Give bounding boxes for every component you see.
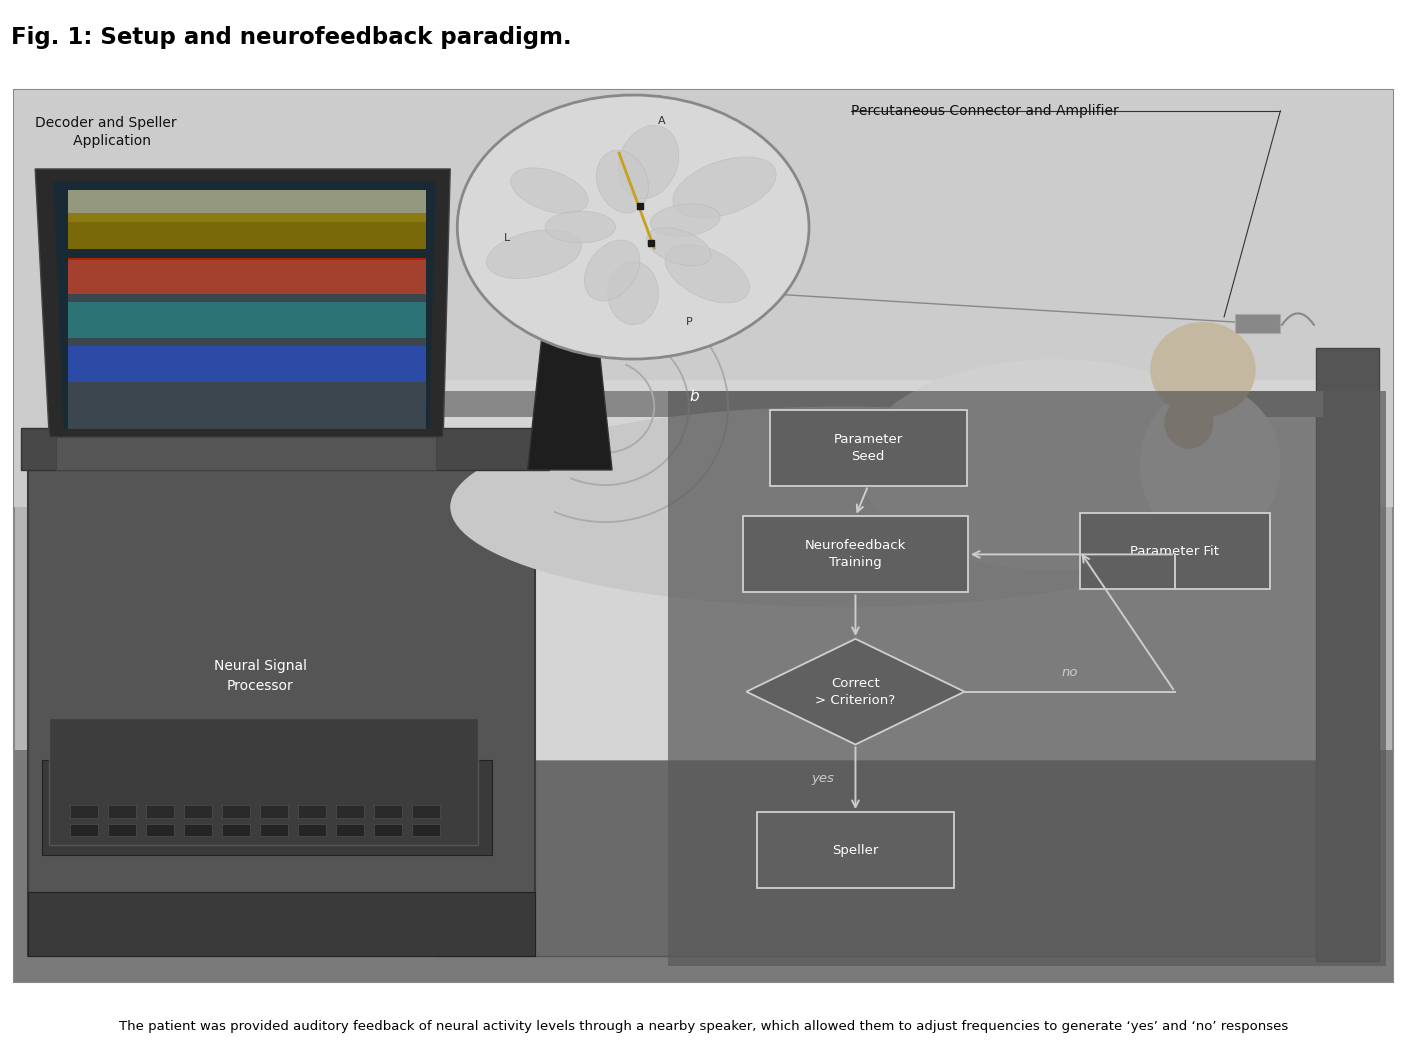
FancyBboxPatch shape	[412, 824, 440, 836]
Text: Parameter
Seed: Parameter Seed	[833, 433, 903, 463]
FancyBboxPatch shape	[14, 750, 1393, 982]
FancyBboxPatch shape	[68, 190, 426, 222]
Polygon shape	[35, 169, 450, 437]
FancyBboxPatch shape	[70, 805, 98, 818]
FancyBboxPatch shape	[412, 805, 440, 818]
Text: Correct
> Criterion?: Correct > Criterion?	[816, 677, 895, 706]
Text: The patient was provided auditory feedback of neural activity levels through a n: The patient was provided auditory feedba…	[118, 1020, 1289, 1033]
Ellipse shape	[650, 204, 720, 237]
Text: L: L	[504, 232, 509, 243]
Polygon shape	[746, 639, 965, 744]
Text: Speller: Speller	[833, 844, 878, 856]
FancyBboxPatch shape	[374, 824, 402, 836]
FancyBboxPatch shape	[429, 391, 1323, 417]
FancyBboxPatch shape	[436, 407, 1337, 956]
Ellipse shape	[450, 407, 1238, 607]
Polygon shape	[53, 182, 436, 429]
FancyBboxPatch shape	[222, 805, 250, 818]
FancyBboxPatch shape	[298, 805, 326, 818]
FancyBboxPatch shape	[743, 516, 968, 592]
FancyBboxPatch shape	[68, 260, 426, 429]
FancyBboxPatch shape	[415, 380, 1372, 760]
Ellipse shape	[647, 228, 711, 266]
FancyBboxPatch shape	[1316, 348, 1379, 961]
Ellipse shape	[546, 211, 616, 243]
FancyBboxPatch shape	[146, 824, 174, 836]
Text: A: A	[657, 116, 666, 127]
FancyBboxPatch shape	[757, 812, 954, 888]
FancyBboxPatch shape	[260, 805, 288, 818]
Ellipse shape	[608, 261, 658, 324]
Circle shape	[457, 95, 809, 359]
FancyBboxPatch shape	[68, 213, 426, 249]
FancyBboxPatch shape	[42, 760, 492, 855]
Ellipse shape	[1140, 385, 1280, 544]
Ellipse shape	[1165, 396, 1213, 449]
FancyBboxPatch shape	[28, 892, 535, 956]
Ellipse shape	[487, 230, 581, 279]
Ellipse shape	[858, 359, 1252, 570]
Text: Percutaneous Connector and Amplifier: Percutaneous Connector and Amplifier	[851, 103, 1119, 118]
FancyBboxPatch shape	[14, 90, 1393, 982]
Ellipse shape	[1150, 322, 1255, 417]
Text: Neurofeedback
Training: Neurofeedback Training	[805, 540, 906, 569]
FancyBboxPatch shape	[374, 805, 402, 818]
FancyBboxPatch shape	[298, 824, 326, 836]
FancyBboxPatch shape	[184, 805, 212, 818]
FancyBboxPatch shape	[28, 449, 535, 956]
Text: Neural Signal
Processor: Neural Signal Processor	[214, 659, 307, 693]
FancyBboxPatch shape	[68, 302, 426, 338]
FancyBboxPatch shape	[70, 824, 98, 836]
Text: Decoder and Speller
   Application: Decoder and Speller Application	[35, 116, 176, 148]
Text: no: no	[1061, 666, 1078, 679]
Polygon shape	[528, 338, 612, 470]
Ellipse shape	[666, 245, 750, 303]
FancyBboxPatch shape	[770, 410, 967, 486]
Ellipse shape	[673, 157, 777, 218]
FancyBboxPatch shape	[21, 428, 549, 470]
FancyBboxPatch shape	[68, 346, 426, 382]
FancyBboxPatch shape	[668, 391, 1386, 966]
FancyBboxPatch shape	[146, 805, 174, 818]
FancyBboxPatch shape	[336, 824, 364, 836]
Ellipse shape	[584, 240, 640, 301]
FancyBboxPatch shape	[184, 824, 212, 836]
FancyBboxPatch shape	[108, 824, 136, 836]
Text: Parameter Fit: Parameter Fit	[1130, 545, 1220, 558]
Text: b: b	[689, 390, 699, 404]
Ellipse shape	[618, 126, 678, 199]
FancyBboxPatch shape	[336, 805, 364, 818]
FancyBboxPatch shape	[222, 824, 250, 836]
Text: yes: yes	[812, 772, 834, 785]
FancyBboxPatch shape	[14, 90, 1393, 507]
FancyBboxPatch shape	[108, 805, 136, 818]
Ellipse shape	[542, 326, 598, 345]
FancyBboxPatch shape	[1081, 513, 1269, 589]
FancyBboxPatch shape	[1235, 314, 1280, 333]
Text: P: P	[687, 317, 692, 327]
Ellipse shape	[597, 150, 649, 213]
FancyBboxPatch shape	[68, 258, 426, 294]
FancyBboxPatch shape	[56, 436, 436, 470]
FancyBboxPatch shape	[49, 718, 478, 845]
Text: Fig. 1: Setup and neurofeedback paradigm.: Fig. 1: Setup and neurofeedback paradigm…	[11, 26, 571, 50]
FancyBboxPatch shape	[260, 824, 288, 836]
Ellipse shape	[511, 168, 588, 213]
